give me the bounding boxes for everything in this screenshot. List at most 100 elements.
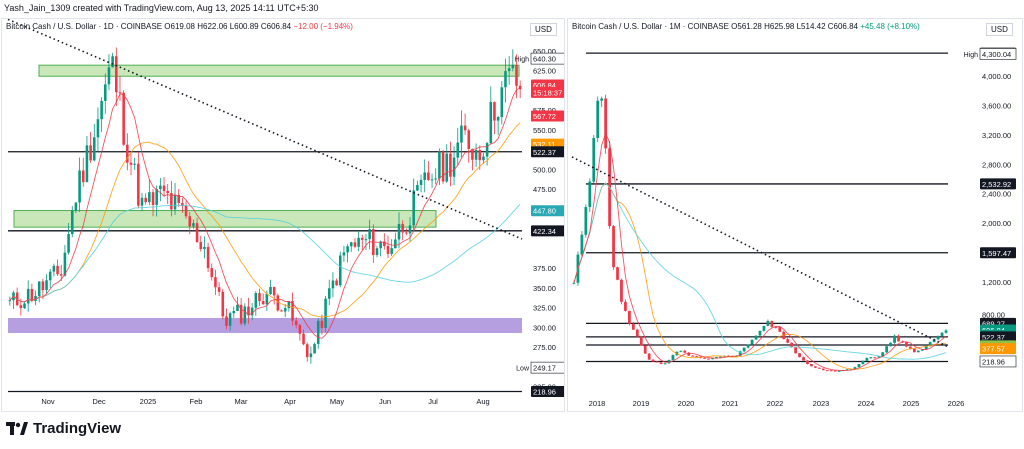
candle-body: [719, 356, 722, 358]
x-tick-label: Jun: [379, 397, 391, 406]
candle-body: [305, 344, 309, 358]
candle-body: [78, 170, 81, 203]
candle-body: [261, 301, 265, 305]
daily-currency-button[interactable]: USD: [530, 23, 557, 36]
candle-body: [375, 248, 379, 256]
tradingview-logo-icon: [6, 421, 28, 435]
candle-body: [695, 356, 699, 358]
price-tag-box: [979, 355, 1017, 368]
y-tick-label: 475.00: [533, 185, 556, 194]
candle-body: [23, 303, 26, 309]
candle-body: [364, 239, 368, 241]
candle-body: [85, 145, 89, 183]
candle-body: [162, 185, 166, 192]
candle-body: [236, 304, 239, 311]
price-zone: [13, 210, 437, 228]
candle-body: [48, 271, 52, 281]
candle-body: [802, 357, 805, 361]
candle-body: [758, 330, 762, 336]
price-tag-box: [530, 361, 564, 374]
candle-body: [155, 189, 158, 205]
candle-body: [671, 355, 675, 360]
price-tag: 689.27: [982, 319, 1005, 328]
candle-body: [580, 234, 584, 255]
price-tag-box: [531, 86, 564, 98]
candle-body: [438, 151, 441, 179]
candle-body: [338, 255, 342, 286]
candle-body: [441, 151, 445, 182]
candle-body: [111, 56, 114, 68]
price-tag-box: [530, 52, 564, 65]
x-tick-label: Feb: [190, 397, 203, 406]
monthly-close: C606.84: [827, 22, 858, 31]
candle-body: [427, 172, 430, 181]
candle-body: [631, 323, 635, 330]
daily-chart-panel[interactable]: Bitcoin Cash / U.S. Dollar · 1D · COINBA…: [1, 18, 565, 412]
candle-body: [81, 170, 85, 183]
candle-body: [386, 246, 390, 254]
candle-body: [137, 163, 140, 206]
moving-average-line: [9, 203, 521, 303]
candle-body: [877, 356, 881, 358]
candle-body: [703, 357, 706, 359]
y-tick-label: 300.00: [533, 323, 556, 332]
candle-body: [313, 344, 316, 354]
candle-body: [873, 357, 877, 359]
candle-body: [408, 225, 412, 234]
candle-body: [96, 119, 100, 138]
monthly-currency-button[interactable]: USD: [986, 23, 1013, 36]
candle-body: [604, 98, 608, 149]
y-tick-label: 2,000.00: [982, 219, 1011, 228]
descending-trendline: [571, 156, 949, 348]
candle-body: [790, 342, 794, 348]
candle-body: [188, 216, 192, 227]
candle-body: [471, 148, 474, 160]
y-tick-label: 800.00: [982, 310, 1005, 319]
candle-body: [383, 241, 386, 247]
candle-body: [184, 205, 188, 217]
monthly-high: H625.98: [764, 22, 795, 31]
candle-body: [869, 357, 873, 359]
price-label-caption: High: [515, 57, 530, 64]
candle-body: [478, 149, 482, 161]
price-zone: [38, 64, 520, 77]
daily-chart-canvas[interactable]: 650.00625.00575.00550.00500.00475.00375.…: [2, 19, 564, 411]
candle-body: [166, 191, 169, 194]
monthly-low: L514.42: [796, 22, 826, 31]
candle-body: [496, 116, 500, 121]
credit-line: Yash_Jain_1309 created with TradingView.…: [4, 3, 319, 13]
y-tick-label: 500.00: [533, 165, 556, 174]
candle-body: [379, 241, 382, 249]
candle-body: [159, 185, 162, 190]
candle-body: [357, 237, 360, 247]
candle-body: [368, 229, 371, 240]
candle-body: [810, 363, 813, 367]
price-tag: 377.57: [982, 345, 1005, 354]
candle-body: [327, 288, 331, 299]
candle-body: [628, 310, 631, 324]
candle-body: [342, 252, 346, 256]
price-tag: 567.72: [533, 112, 556, 121]
candle-body: [265, 293, 269, 305]
candle-body: [762, 325, 766, 331]
candle-body: [616, 267, 619, 280]
candle-body: [651, 359, 655, 362]
price-tag-box: [980, 247, 1016, 259]
candle-body: [715, 357, 718, 359]
candle-body: [845, 369, 849, 371]
x-tick-label: 2019: [633, 399, 650, 408]
candle-body: [738, 351, 742, 356]
candle-body: [335, 280, 338, 286]
monthly-chart-panel[interactable]: Bitcoin Cash / U.S. Dollar · 1M · COINBA…: [567, 18, 1023, 412]
candle-body: [778, 327, 782, 332]
candle-body: [924, 346, 928, 350]
candle-body: [711, 358, 714, 360]
candle-body: [786, 339, 790, 343]
candle-body: [500, 87, 504, 117]
monthly-chart-canvas[interactable]: 4,000.00 3,600.00 3,200.00 2,800.00 2,400.00…: [568, 19, 1022, 411]
candle-body: [324, 298, 327, 328]
candle-body: [881, 352, 885, 357]
candle-body: [742, 347, 746, 352]
candle-body: [932, 339, 936, 343]
y-tick-label: 625.00: [533, 67, 556, 76]
